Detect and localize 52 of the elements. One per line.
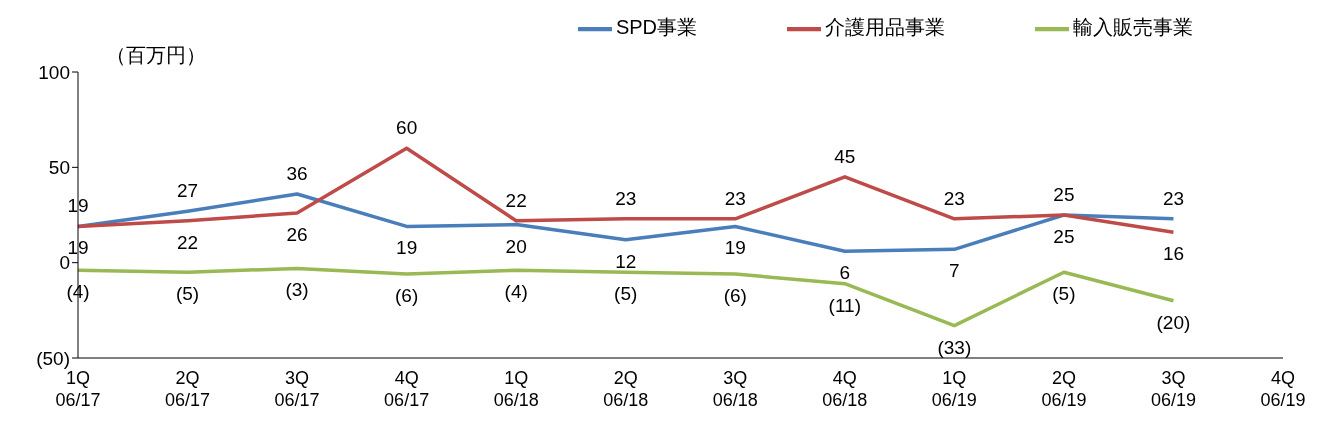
x-tick-label: 3Q 06/18 <box>712 368 758 410</box>
data-label: 25 <box>1053 226 1075 247</box>
x-tick-label: 1Q 06/18 <box>493 368 539 410</box>
data-label: 27 <box>176 180 199 202</box>
data-label: (6) <box>723 285 747 307</box>
data-label: 12 <box>615 250 637 272</box>
data-label: 26 <box>286 224 308 246</box>
x-tick-label: 3Q 06/17 <box>274 368 320 410</box>
data-label: 6 <box>839 262 851 284</box>
data-label: 36 <box>286 163 308 185</box>
x-tick-label: 3Q 06/19 <box>1150 368 1196 410</box>
data-label: 7 <box>949 260 960 282</box>
data-label: (5) <box>1052 283 1076 305</box>
x-tick-label: 2Q 06/19 <box>1041 368 1087 410</box>
x-tick-label: 1Q 06/17 <box>55 368 101 410</box>
text: （百万円） <box>106 43 206 68</box>
y-tick-label: 0 <box>59 252 70 274</box>
data-label: (4) <box>66 281 90 303</box>
x-tick-label: 2Q 06/18 <box>603 368 649 410</box>
data-label: (3) <box>285 279 309 301</box>
data-label: (4) <box>504 281 528 303</box>
data-label: 19 <box>724 237 746 259</box>
data-label: 19 <box>396 237 418 259</box>
data-label: 19 <box>67 195 89 217</box>
legend-label: 輸入販売事業 <box>1073 16 1193 39</box>
data-label: 23 <box>943 187 965 209</box>
data-label: 23 <box>615 187 637 209</box>
data-label: 60 <box>396 117 418 139</box>
data-label: 20 <box>505 235 527 257</box>
x-tick-label: 4Q 06/18 <box>822 368 868 410</box>
data-label: 23 <box>724 187 746 209</box>
y-tick-label: (50) <box>36 347 70 369</box>
data-label: (33) <box>937 336 972 358</box>
data-label: 22 <box>505 189 527 211</box>
y-tick-label: 50 <box>48 157 70 179</box>
x-tick-label: 4Q 06/17 <box>384 368 430 410</box>
data-label: 45 <box>834 145 856 167</box>
data-label: (5) <box>175 283 200 305</box>
x-tick-label: 1Q 06/19 <box>931 368 977 410</box>
data-label: 16 <box>1162 243 1185 265</box>
x-tick-label: 4Q 06/19 <box>1260 368 1306 410</box>
data-label: (6) <box>395 285 419 307</box>
data-label: (5) <box>614 283 638 305</box>
x-tick-label: 2Q 06/17 <box>165 368 211 410</box>
data-label: 22 <box>176 231 199 253</box>
data-label: 25 <box>1053 184 1075 205</box>
data-label: (11) <box>828 294 862 316</box>
data-label: 23 <box>1162 187 1185 209</box>
legend-label: 介護用品事業 <box>825 16 945 39</box>
y-tick-label: 100 <box>38 61 70 83</box>
legend-label: SPD事業 <box>615 16 697 39</box>
data-label: (20) <box>1156 311 1191 333</box>
